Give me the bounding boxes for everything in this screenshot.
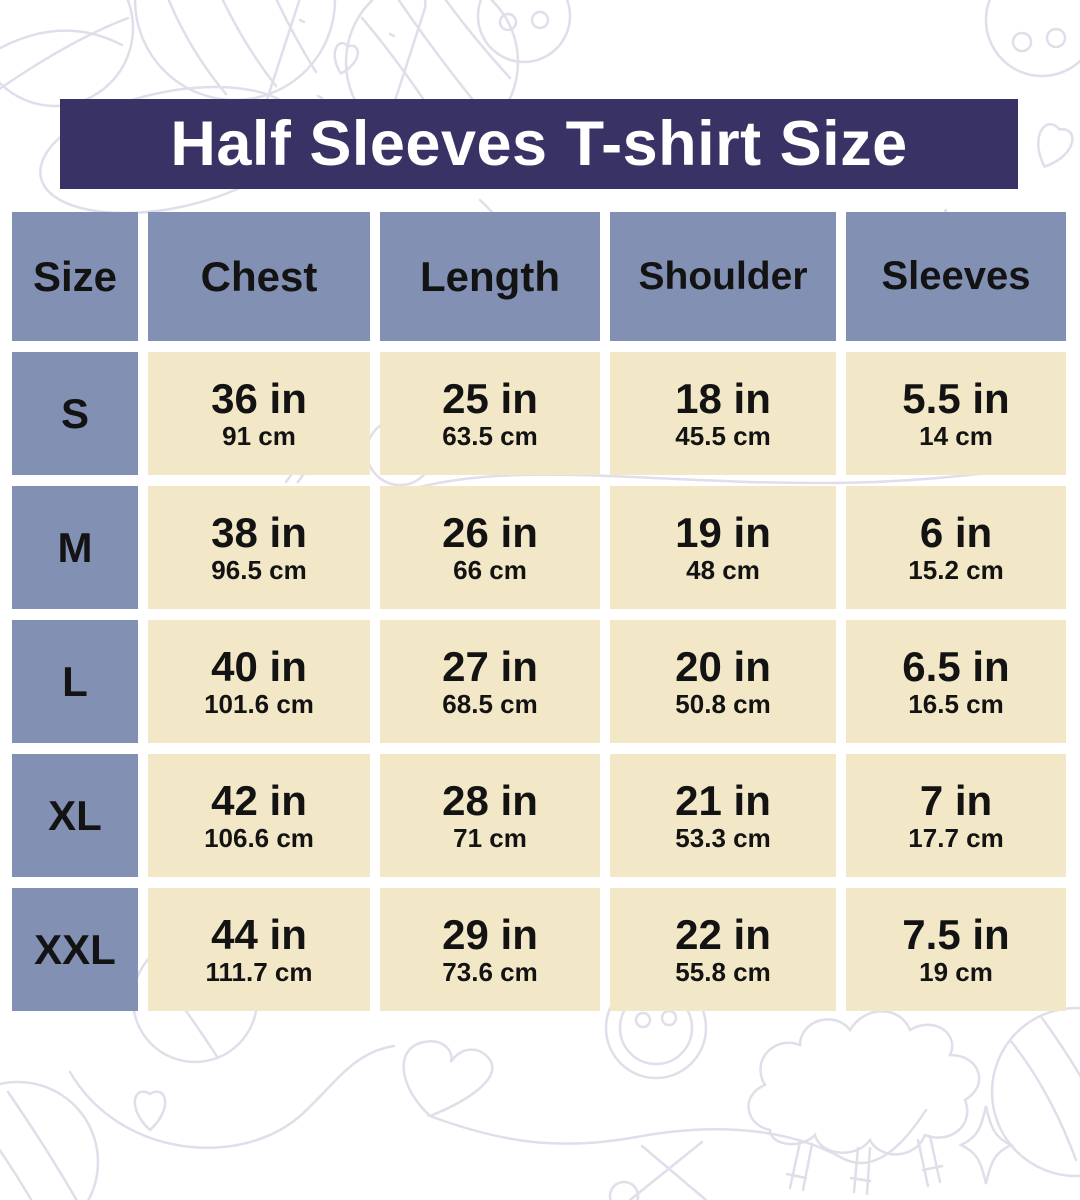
cell-m-chest: 38 in 96.5 cm [148,486,370,609]
value-inches: 28 in [442,777,538,825]
column-header-shoulder: Shoulder [610,212,836,341]
value-inches: 6.5 in [902,643,1010,691]
value-inches: 7 in [919,777,993,825]
row-label-xl: XL [12,754,138,877]
cell-xl-length: 28 in 71 cm [380,754,600,877]
cell-xl-sleeves: 7 in 17.7 cm [846,754,1066,877]
cell-s-chest: 36 in 91 cm [148,352,370,475]
sheep-icon [747,1010,981,1196]
value-inches: 20 in [675,643,771,691]
value-cm: 55.8 cm [675,957,771,988]
value-inches: 27 in [442,643,538,691]
value-inches: 25 in [442,375,538,423]
value-inches: 42 in [211,777,307,825]
value-cm: 111.7 cm [205,957,313,988]
value-inches: 7.5 in [902,911,1010,959]
row-label-xxl: XXL [12,888,138,1011]
value-cm: 45.5 cm [675,421,771,452]
sparkle-icon [958,1105,1014,1185]
value-inches: 21 in [675,777,771,825]
value-cm: 19 cm [919,957,993,988]
column-header-size: Size [12,212,138,341]
value-cm: 53.3 cm [675,823,771,854]
heart-icon [1037,123,1074,169]
cell-xxl-sleeves: 7.5 in 19 cm [846,888,1066,1011]
cell-l-sleeves: 6.5 in 16.5 cm [846,620,1066,743]
row-label-m: M [12,486,138,609]
cell-l-length: 27 in 68.5 cm [380,620,600,743]
size-table: Size Chest Length Shoulder Sleeves S 36 … [12,212,1066,1011]
value-inches: 6 in [919,509,993,557]
scissors-icon [608,1140,708,1200]
value-cm: 66 cm [453,555,527,586]
value-inches: 29 in [442,911,538,959]
value-inches: 5.5 in [902,375,1010,423]
cell-m-sleeves: 6 in 15.2 cm [846,486,1066,609]
cell-xl-chest: 42 in 106.6 cm [148,754,370,877]
value-cm: 63.5 cm [442,421,538,452]
value-cm: 96.5 cm [211,555,307,586]
column-header-length: Length [380,212,600,341]
value-cm: 71 cm [453,823,527,854]
value-inches: 19 in [675,509,771,557]
value-cm: 14 cm [919,421,993,452]
value-cm: 48 cm [686,555,760,586]
value-cm: 73.6 cm [442,957,538,988]
cell-s-shoulder: 18 in 45.5 cm [610,352,836,475]
cell-xxl-length: 29 in 73.6 cm [380,888,600,1011]
cell-xxl-chest: 44 in 111.7 cm [148,888,370,1011]
value-cm: 91 cm [222,421,296,452]
button-icon [476,0,572,64]
thread-icon [68,1040,928,1165]
value-inches: 26 in [442,509,538,557]
column-header-chest: Chest [148,212,370,341]
yarn-ball-icon [0,0,301,215]
value-inches: 40 in [211,643,307,691]
cell-l-shoulder: 20 in 50.8 cm [610,620,836,743]
value-cm: 16.5 cm [908,689,1004,720]
heart-icon [133,1090,167,1132]
value-inches: 38 in [211,509,307,557]
cell-xxl-shoulder: 22 in 55.8 cm [610,888,836,1011]
value-cm: 50.8 cm [675,689,771,720]
thread-icon [418,468,1010,489]
value-cm: 101.6 cm [204,689,314,720]
cell-xl-shoulder: 21 in 53.3 cm [610,754,836,877]
value-inches: 22 in [675,911,771,959]
cell-s-length: 25 in 63.5 cm [380,352,600,475]
value-cm: 68.5 cm [442,689,538,720]
page-title: Half Sleeves T-shirt Size [170,109,908,179]
cell-s-sleeves: 5.5 in 14 cm [846,352,1066,475]
value-cm: 106.6 cm [204,823,314,854]
value-cm: 17.7 cm [908,823,1004,854]
row-label-l: L [12,620,138,743]
title-bar: Half Sleeves T-shirt Size [60,99,1018,189]
value-inches: 36 in [211,375,307,423]
yarn-ball-icon [990,1006,1080,1178]
value-cm: 15.2 cm [908,555,1004,586]
yarn-ball-icon [133,0,337,102]
cell-l-chest: 40 in 101.6 cm [148,620,370,743]
column-header-sleeves: Sleeves [846,212,1066,341]
yarn-ball-icon [0,1080,100,1200]
cell-m-shoulder: 19 in 48 cm [610,486,836,609]
row-label-s: S [12,352,138,475]
button-icon [984,0,1080,78]
cell-m-length: 26 in 66 cm [380,486,600,609]
value-inches: 44 in [211,911,307,959]
value-inches: 18 in [675,375,771,423]
